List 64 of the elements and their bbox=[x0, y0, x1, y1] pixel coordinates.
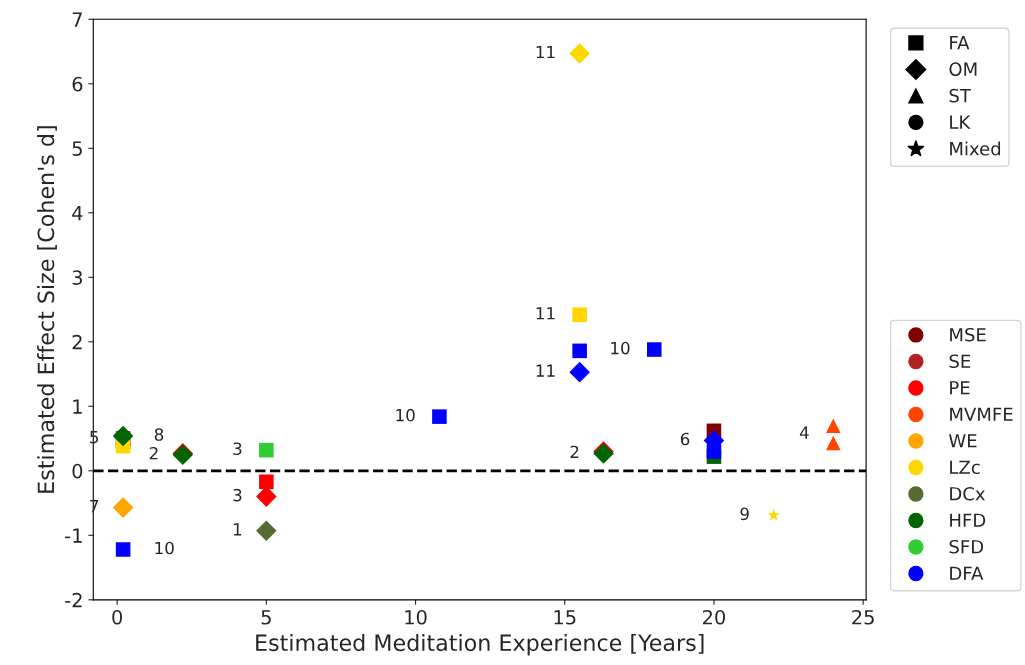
annotation: 3 bbox=[233, 442, 242, 456]
point bbox=[115, 542, 131, 557]
annotation: 8 bbox=[154, 428, 164, 441]
y-tick-label: 2 bbox=[72, 334, 82, 350]
x-tick-label: 25 bbox=[852, 609, 874, 625]
x-tick-label: 20 bbox=[703, 609, 726, 625]
annotation: 1 bbox=[233, 523, 242, 536]
annotation: 4 bbox=[799, 426, 809, 439]
point bbox=[569, 361, 590, 383]
legend-label: LZc bbox=[950, 460, 980, 475]
legend-label: HFD bbox=[950, 513, 986, 527]
annotation: 11 bbox=[536, 307, 555, 320]
point bbox=[569, 43, 590, 64]
annotation: 10 bbox=[396, 408, 415, 422]
legend-label: OM bbox=[949, 62, 977, 77]
point bbox=[432, 409, 447, 424]
point bbox=[572, 343, 587, 359]
legend-label: PE bbox=[950, 381, 970, 395]
y-tick-label: 0 bbox=[72, 463, 83, 479]
point bbox=[826, 418, 841, 433]
annotation: 9 bbox=[740, 507, 749, 521]
y-tick-label: 3 bbox=[72, 270, 82, 285]
y-tick-label: -1 bbox=[65, 528, 82, 543]
y-tick-label: 6 bbox=[72, 76, 83, 92]
point bbox=[572, 307, 587, 322]
point bbox=[646, 342, 662, 357]
annotation: 10 bbox=[155, 541, 174, 555]
legend-label: ST bbox=[949, 88, 971, 103]
y-tick-label: 5 bbox=[72, 141, 82, 156]
y-tick-label: 4 bbox=[72, 206, 83, 221]
x-tick-label: 10 bbox=[405, 609, 427, 625]
legend-label: SFD bbox=[949, 539, 984, 554]
legend-label: MSE bbox=[950, 327, 986, 342]
annotation: 11 bbox=[536, 45, 555, 59]
annotation: 3 bbox=[233, 488, 242, 502]
point bbox=[767, 508, 780, 521]
point bbox=[826, 435, 841, 451]
y-tick-label: -2 bbox=[65, 592, 82, 608]
point bbox=[259, 442, 274, 458]
y-tick-label: 7 bbox=[72, 12, 82, 27]
annotation: 10 bbox=[611, 341, 630, 355]
y-tick-label: 1 bbox=[73, 399, 82, 414]
legend-label: DCx bbox=[950, 486, 985, 501]
annotation: 11 bbox=[536, 364, 555, 377]
point bbox=[112, 425, 134, 447]
legend-label: LK bbox=[950, 115, 971, 129]
x-tick-label: 15 bbox=[554, 610, 576, 625]
x-tick-label: 5 bbox=[261, 610, 271, 625]
legend-label: DFA bbox=[950, 566, 984, 580]
y-axis-title: Estimated Effect Size [Cohen's d] bbox=[37, 126, 57, 493]
annotation: 6 bbox=[680, 432, 690, 446]
x-axis-title: Estimated Meditation Experience [Years] bbox=[256, 633, 704, 656]
point bbox=[256, 520, 277, 542]
legend-label: SE bbox=[949, 354, 971, 369]
x-tick-label: 0 bbox=[112, 609, 123, 625]
annotation: 2 bbox=[149, 446, 158, 460]
legend-label: FA bbox=[950, 36, 970, 50]
point bbox=[256, 486, 277, 507]
legend-label: MVMFE bbox=[950, 407, 1013, 421]
legend-label: Mixed bbox=[950, 141, 1001, 156]
point bbox=[112, 497, 134, 518]
annotation: 2 bbox=[570, 445, 579, 458]
point bbox=[259, 474, 274, 490]
legend-label: WE bbox=[948, 434, 977, 448]
